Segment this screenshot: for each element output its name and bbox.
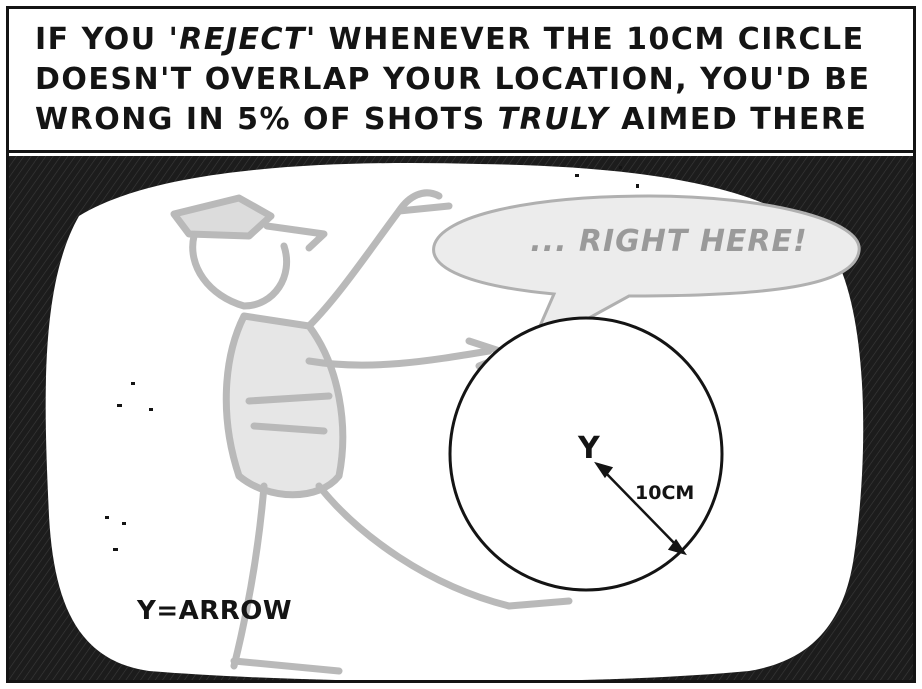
caption-text: WRONG IN 5% OF SHOTS xyxy=(35,101,498,137)
speech-bubble-icon xyxy=(432,194,861,355)
radius-label: 10CM xyxy=(635,482,695,504)
caption-emphasis-reject: 'REJECT' xyxy=(168,21,317,57)
scene: ... RIGHT HERE! Y 10CM Y=ARROW xyxy=(9,156,913,680)
speckles xyxy=(105,166,639,551)
caption-text: WHENEVER THE 10CM CIRCLE xyxy=(316,21,865,57)
caption-line-2: DOESN'T OVERLAP YOUR LOCATION, YOU'D BE xyxy=(35,61,871,97)
speech-bubble-text: ... RIGHT HERE! xyxy=(530,224,808,259)
caption-line-1: IF YOU 'REJECT' WHENEVER THE 10CM CIRCLE xyxy=(35,20,913,60)
caption-box: IF YOU 'REJECT' WHENEVER THE 10CM CIRCLE… xyxy=(9,9,913,153)
caption-text: IF YOU xyxy=(35,21,169,57)
arrow-mark-icon: Y xyxy=(578,431,600,466)
scene-art xyxy=(9,156,913,680)
caption-text: AIMED THERE xyxy=(609,101,868,137)
caption-emphasis-truly: TRULY xyxy=(497,101,610,137)
legend-label: Y=ARROW xyxy=(137,596,293,626)
radius-arrow-icon xyxy=(594,461,687,556)
man-figure-icon xyxy=(170,189,573,675)
caption-line-3: WRONG IN 5% OF SHOTS TRULY AIMED THERE xyxy=(35,100,913,140)
